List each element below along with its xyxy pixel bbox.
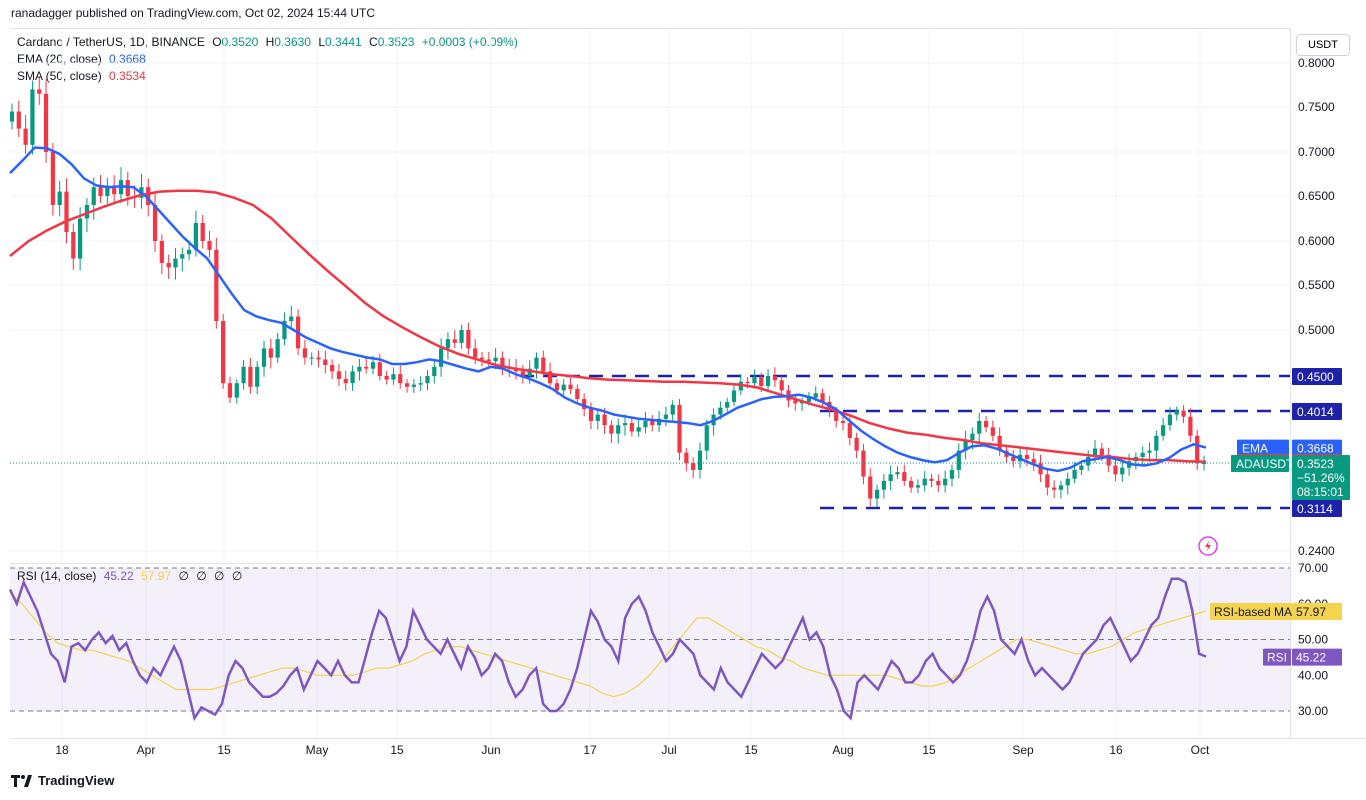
level-price-tag-bg bbox=[1292, 403, 1342, 420]
time-tick-label: 15 bbox=[922, 743, 936, 757]
sma-value-tag[interactable]: 0.3534 bbox=[1292, 453, 1342, 471]
tradingview-logo-icon bbox=[11, 774, 32, 787]
last-price-block-bg bbox=[1292, 455, 1350, 500]
level-price-tag-text: 0.4014 bbox=[1297, 405, 1334, 419]
time-tick-label: 15 bbox=[390, 743, 404, 757]
rsi-tick-label: 30.00 bbox=[1298, 704, 1328, 718]
level-price-tag-text: 0.3114 bbox=[1297, 502, 1333, 516]
level-price-tag[interactable]: 0.4014 bbox=[1292, 403, 1342, 420]
time-tick-label: Oct bbox=[1191, 743, 1210, 757]
rsi-legend-empty-3: ∅ bbox=[214, 569, 225, 583]
time-tick-label: Jul bbox=[661, 743, 676, 757]
price-axis-separator bbox=[1290, 28, 1291, 738]
chart-frame bbox=[10, 28, 1290, 739]
symbol-title: Cardano / TetherUS, 1D, BINANCE bbox=[17, 35, 205, 49]
close-label: C0.3523 bbox=[369, 35, 415, 49]
rsi-legend-value: 45.22 bbox=[103, 569, 134, 583]
currency-button[interactable]: USDT bbox=[1296, 34, 1350, 56]
price-tick-label: 0.5500 bbox=[1298, 278, 1335, 292]
tradingview-logo[interactable]: TradingView bbox=[11, 773, 114, 788]
rsi-ma-legend-value: 57.97 bbox=[141, 569, 172, 583]
change-pct-value: −51.26% bbox=[1297, 471, 1345, 485]
high-label: H0.3630 bbox=[265, 35, 311, 49]
price-tick-label: 0.8000 bbox=[1298, 56, 1335, 70]
publisher-line: ranadagger published on TradingView.com,… bbox=[11, 6, 376, 20]
ema-legend-label: EMA (20, close) bbox=[17, 52, 102, 66]
rsi-legend-empty-1: ∅ bbox=[178, 569, 189, 583]
price-tick-label: 0.7000 bbox=[1298, 145, 1335, 159]
time-tick-label: 15 bbox=[217, 743, 231, 757]
pane-separator[interactable] bbox=[10, 563, 1290, 564]
time-tick-label: Jun bbox=[481, 743, 500, 757]
last-price-block[interactable]: 0.3523−51.26%08:15:01 bbox=[1292, 455, 1350, 500]
low-label: L0.3441 bbox=[318, 35, 362, 49]
rsi-legend-label: RSI (14, close) bbox=[17, 569, 97, 583]
sma-value-tag-text: 0.3534 bbox=[1297, 456, 1334, 470]
time-tick-label: 18 bbox=[55, 743, 69, 757]
ema-value-tag-bg bbox=[1292, 439, 1342, 457]
rsi-tick-label: 60.00 bbox=[1298, 597, 1328, 611]
tradingview-wordmark: TradingView bbox=[38, 773, 115, 788]
countdown-value: 08:15:01 bbox=[1297, 485, 1344, 499]
rsi-ma-value-tag-text: 57.97 bbox=[1296, 605, 1326, 619]
ema-legend[interactable]: EMA (20, close) 0.3668 bbox=[17, 52, 150, 66]
ema-value-tag[interactable]: 0.3668 bbox=[1292, 439, 1342, 457]
sma-value-tag-bg bbox=[1292, 453, 1342, 471]
rsi-tick-label: 50.00 bbox=[1298, 633, 1328, 647]
time-tick-label: Aug bbox=[832, 743, 853, 757]
time-tick-label: 17 bbox=[583, 743, 597, 757]
rsi-value-tag[interactable]: 45.22 bbox=[1292, 648, 1342, 666]
time-axis-separator bbox=[10, 738, 1366, 739]
level-price-tag-text: 0.4500 bbox=[1297, 370, 1334, 384]
price-tick-label: 0.5000 bbox=[1298, 323, 1335, 337]
price-tick-label: 0.2400 bbox=[1298, 544, 1335, 558]
rsi-value-tag-bg bbox=[1292, 648, 1342, 666]
ema-value-tag-text: 0.3668 bbox=[1297, 442, 1334, 456]
rsi-value-tag-text: 45.22 bbox=[1296, 651, 1326, 665]
level-price-tag[interactable]: 0.3114 bbox=[1292, 500, 1342, 517]
sma-legend[interactable]: SMA (50, close) 0.3534 bbox=[17, 69, 150, 83]
sma-legend-label: SMA (50, close) bbox=[17, 69, 102, 83]
level-price-tag-bg bbox=[1292, 368, 1342, 385]
time-tick-label: Sep bbox=[1012, 743, 1034, 757]
time-tick-label: 16 bbox=[1109, 743, 1123, 757]
last-price-value: 0.3523 bbox=[1297, 457, 1334, 471]
level-price-tag[interactable]: 0.4500 bbox=[1292, 368, 1342, 385]
rsi-ma-value-tag[interactable]: 57.97 bbox=[1292, 603, 1342, 621]
rsi-tick-label: 40.00 bbox=[1298, 668, 1328, 682]
rsi-legend-empty-4: ∅ bbox=[231, 569, 243, 583]
open-label: O0.3520 bbox=[212, 35, 259, 49]
rsi-legend[interactable]: RSI (14, close) 45.22 57.97 ∅ ∅ ∅ ∅ bbox=[17, 569, 246, 583]
time-tick-label: May bbox=[306, 743, 329, 757]
rsi-tick-label: 70.00 bbox=[1298, 561, 1328, 575]
rsi-ma-value-tag-bg bbox=[1292, 603, 1342, 621]
rsi-legend-empty-2: ∅ bbox=[196, 569, 207, 583]
time-tick-label: Apr bbox=[137, 743, 156, 757]
symbol-legend[interactable]: Cardano / TetherUS, 1D, BINANCE O0.3520 … bbox=[17, 35, 522, 49]
level-price-tag-bg bbox=[1292, 500, 1342, 517]
sma-legend-value: 0.3534 bbox=[109, 69, 146, 83]
change-value: +0.0003 (+0.09%) bbox=[421, 35, 518, 49]
price-tick-label: 0.7500 bbox=[1298, 100, 1335, 114]
price-tick-label: 0.6000 bbox=[1298, 234, 1335, 248]
time-tick-label: 15 bbox=[744, 743, 758, 757]
ema-legend-value: 0.3668 bbox=[109, 52, 146, 66]
price-tick-label: 0.6500 bbox=[1298, 189, 1335, 203]
